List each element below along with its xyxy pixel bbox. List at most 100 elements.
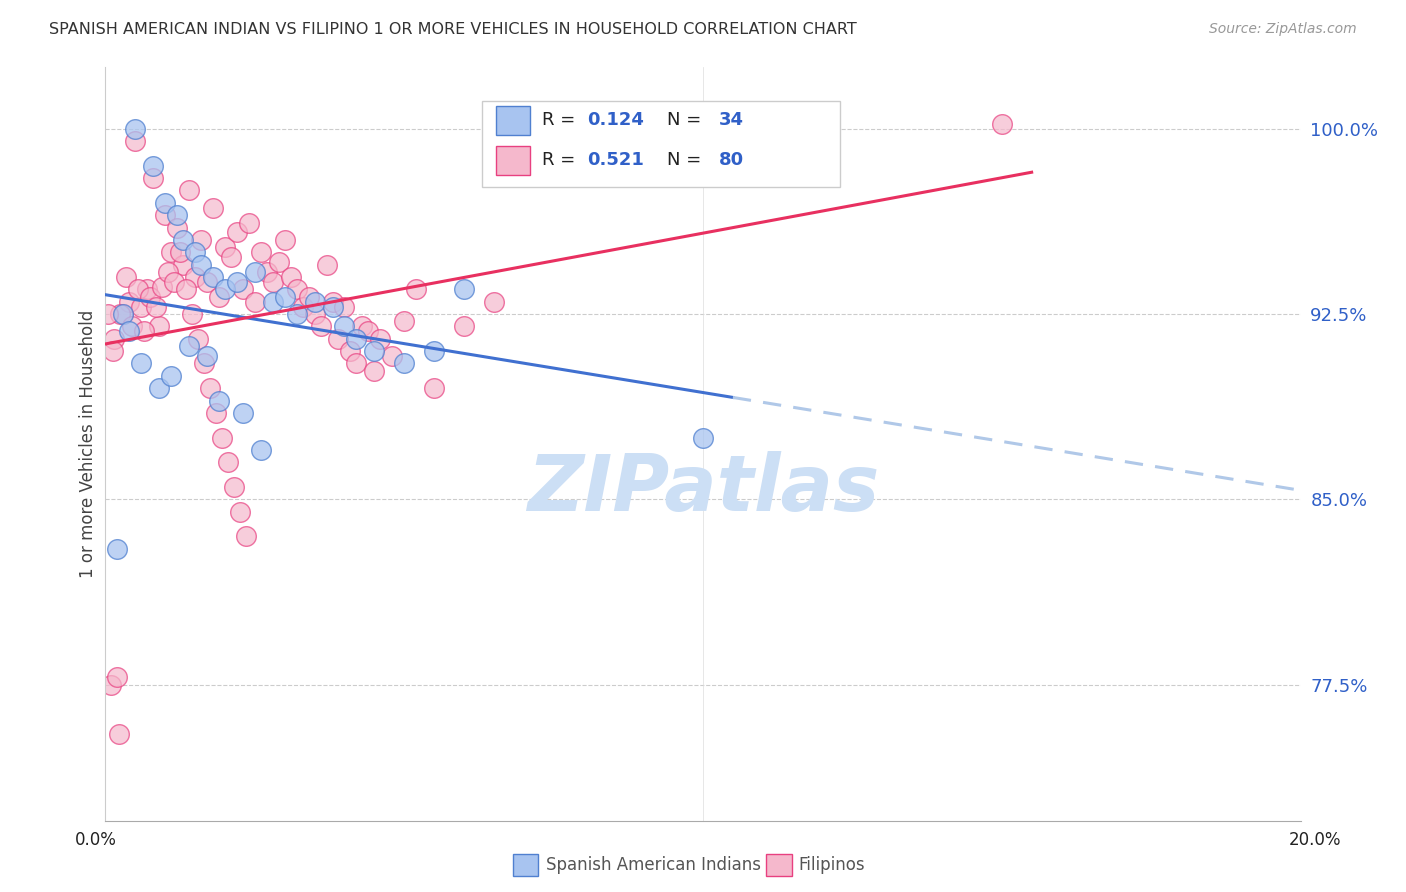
Point xyxy=(333,319,356,334)
Point xyxy=(214,282,236,296)
Point xyxy=(112,307,135,321)
Point xyxy=(174,282,197,296)
Point xyxy=(190,258,212,272)
Point xyxy=(262,294,284,309)
Point xyxy=(148,381,170,395)
Bar xyxy=(496,146,530,175)
Point xyxy=(107,727,129,741)
Point xyxy=(145,300,167,314)
Text: 0.0%: 0.0% xyxy=(75,831,117,849)
Text: N =: N = xyxy=(666,112,707,129)
Point xyxy=(177,339,200,353)
Point xyxy=(304,294,326,309)
Point xyxy=(392,314,416,328)
Point xyxy=(211,431,233,445)
Point xyxy=(208,393,231,408)
Point xyxy=(346,332,368,346)
Point xyxy=(177,184,200,198)
Text: Source: ZipAtlas.com: Source: ZipAtlas.com xyxy=(1209,22,1357,37)
Text: N =: N = xyxy=(666,152,707,169)
Point xyxy=(692,431,714,445)
Text: 80: 80 xyxy=(718,152,744,169)
Point xyxy=(333,300,356,314)
Point xyxy=(243,265,266,279)
Text: Filipinos: Filipinos xyxy=(799,856,865,874)
Point xyxy=(214,240,236,254)
Point xyxy=(513,121,536,136)
Text: 34: 34 xyxy=(718,112,744,129)
Point xyxy=(142,159,165,173)
Point xyxy=(217,455,239,469)
Point xyxy=(136,282,159,296)
Point xyxy=(309,319,332,334)
Point xyxy=(169,245,191,260)
Point xyxy=(291,300,314,314)
Point xyxy=(453,282,475,296)
Point xyxy=(235,529,257,543)
Point xyxy=(285,307,308,321)
Point xyxy=(423,381,446,395)
Point xyxy=(250,442,273,457)
Text: R =: R = xyxy=(541,152,581,169)
Point xyxy=(166,208,188,222)
Point xyxy=(304,307,326,321)
Point xyxy=(423,344,446,359)
Point xyxy=(273,290,295,304)
Point xyxy=(115,269,138,284)
Point xyxy=(100,678,122,692)
Point xyxy=(368,332,391,346)
Point xyxy=(127,282,149,296)
Point xyxy=(107,541,129,556)
Point xyxy=(112,307,135,321)
Point xyxy=(190,233,212,247)
Point xyxy=(124,121,146,136)
Point xyxy=(195,275,218,289)
Text: Spanish American Indians: Spanish American Indians xyxy=(546,856,761,874)
Point xyxy=(339,344,361,359)
Point xyxy=(381,349,404,363)
Point xyxy=(243,294,266,309)
Y-axis label: 1 or more Vehicles in Household: 1 or more Vehicles in Household xyxy=(79,310,97,578)
Point xyxy=(328,332,350,346)
Point xyxy=(163,275,186,289)
Point xyxy=(405,282,427,296)
Point xyxy=(118,324,141,338)
Point xyxy=(153,195,177,210)
FancyBboxPatch shape xyxy=(482,101,841,187)
Point xyxy=(262,275,284,289)
Point xyxy=(195,349,218,363)
Point xyxy=(357,324,380,338)
Text: 0.124: 0.124 xyxy=(588,112,644,129)
Point xyxy=(124,134,146,148)
Point xyxy=(321,300,343,314)
Point xyxy=(990,117,1012,131)
Point xyxy=(453,319,475,334)
Text: 20.0%: 20.0% xyxy=(1288,831,1341,849)
Point xyxy=(101,344,124,359)
Point xyxy=(238,216,260,230)
Point xyxy=(229,505,252,519)
Point xyxy=(363,344,385,359)
Point xyxy=(482,294,505,309)
Point xyxy=(250,245,273,260)
Point xyxy=(157,265,180,279)
Point xyxy=(225,226,249,240)
Point xyxy=(222,480,245,494)
Point xyxy=(172,233,194,247)
Point xyxy=(392,356,416,370)
Point xyxy=(184,269,207,284)
Text: R =: R = xyxy=(541,112,581,129)
Point xyxy=(363,364,385,378)
Text: SPANISH AMERICAN INDIAN VS FILIPINO 1 OR MORE VEHICLES IN HOUSEHOLD CORRELATION : SPANISH AMERICAN INDIAN VS FILIPINO 1 OR… xyxy=(49,22,858,37)
Point xyxy=(205,406,228,420)
Point xyxy=(134,324,156,338)
Point xyxy=(184,245,207,260)
Text: 0.521: 0.521 xyxy=(588,152,644,169)
Point xyxy=(160,368,183,383)
Point xyxy=(172,258,194,272)
Point xyxy=(139,290,162,304)
Point xyxy=(148,319,170,334)
Point xyxy=(118,294,141,309)
Point xyxy=(321,294,343,309)
Point xyxy=(267,255,290,269)
